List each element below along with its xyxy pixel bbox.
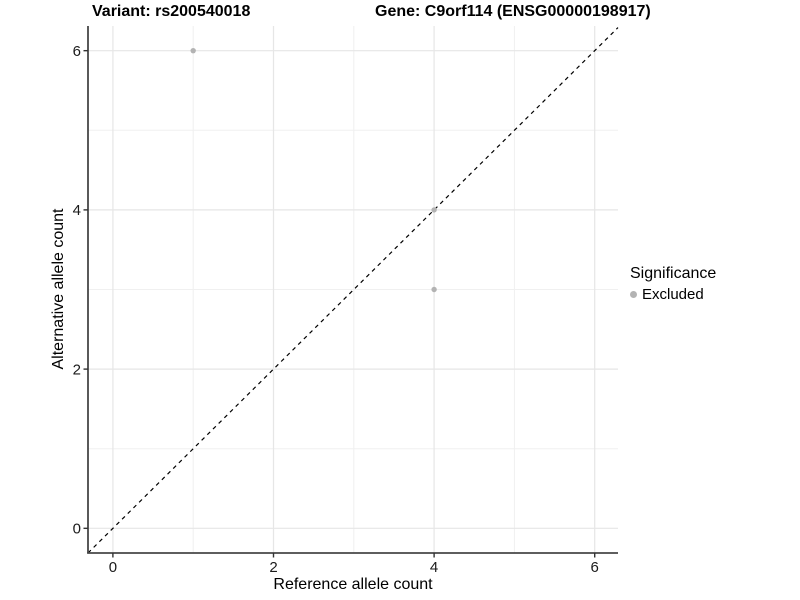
x-tick-label: 6 — [591, 559, 599, 576]
legend: Significance Excluded — [630, 265, 716, 303]
legend-item-label: Excluded — [642, 286, 704, 303]
data-point — [431, 207, 437, 213]
plot-title-gene: Gene: C9orf114 (ENSG00000198917) — [375, 3, 651, 20]
x-axis-title: Reference allele count — [273, 576, 433, 593]
x-tick-label: 4 — [430, 559, 438, 576]
y-tick-label: 6 — [73, 43, 81, 60]
legend-title: Significance — [630, 265, 717, 282]
x-tick-label: 2 — [269, 559, 277, 576]
data-point — [431, 286, 437, 293]
legend-item-excluded: Excluded — [630, 286, 716, 303]
y-axis-title: Alternative allele count — [50, 208, 67, 370]
y-tick-label: 2 — [73, 361, 81, 378]
y-tick-label: 0 — [73, 521, 81, 538]
y-tick-label: 4 — [73, 202, 81, 219]
x-tick-label: 0 — [109, 559, 117, 576]
excluded-point-icon — [630, 291, 637, 298]
identity-dashed-line — [87, 27, 619, 554]
data-point — [190, 47, 196, 54]
plot-title-variant: Variant: rs200540018 — [92, 3, 251, 20]
